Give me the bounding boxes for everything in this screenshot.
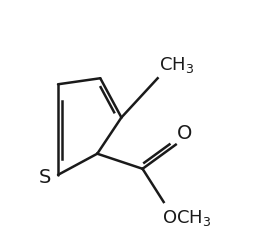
Text: CH$_3$: CH$_3$ <box>159 55 194 75</box>
Text: S: S <box>38 168 51 187</box>
Text: O: O <box>177 124 193 143</box>
Text: OCH$_3$: OCH$_3$ <box>162 208 212 228</box>
